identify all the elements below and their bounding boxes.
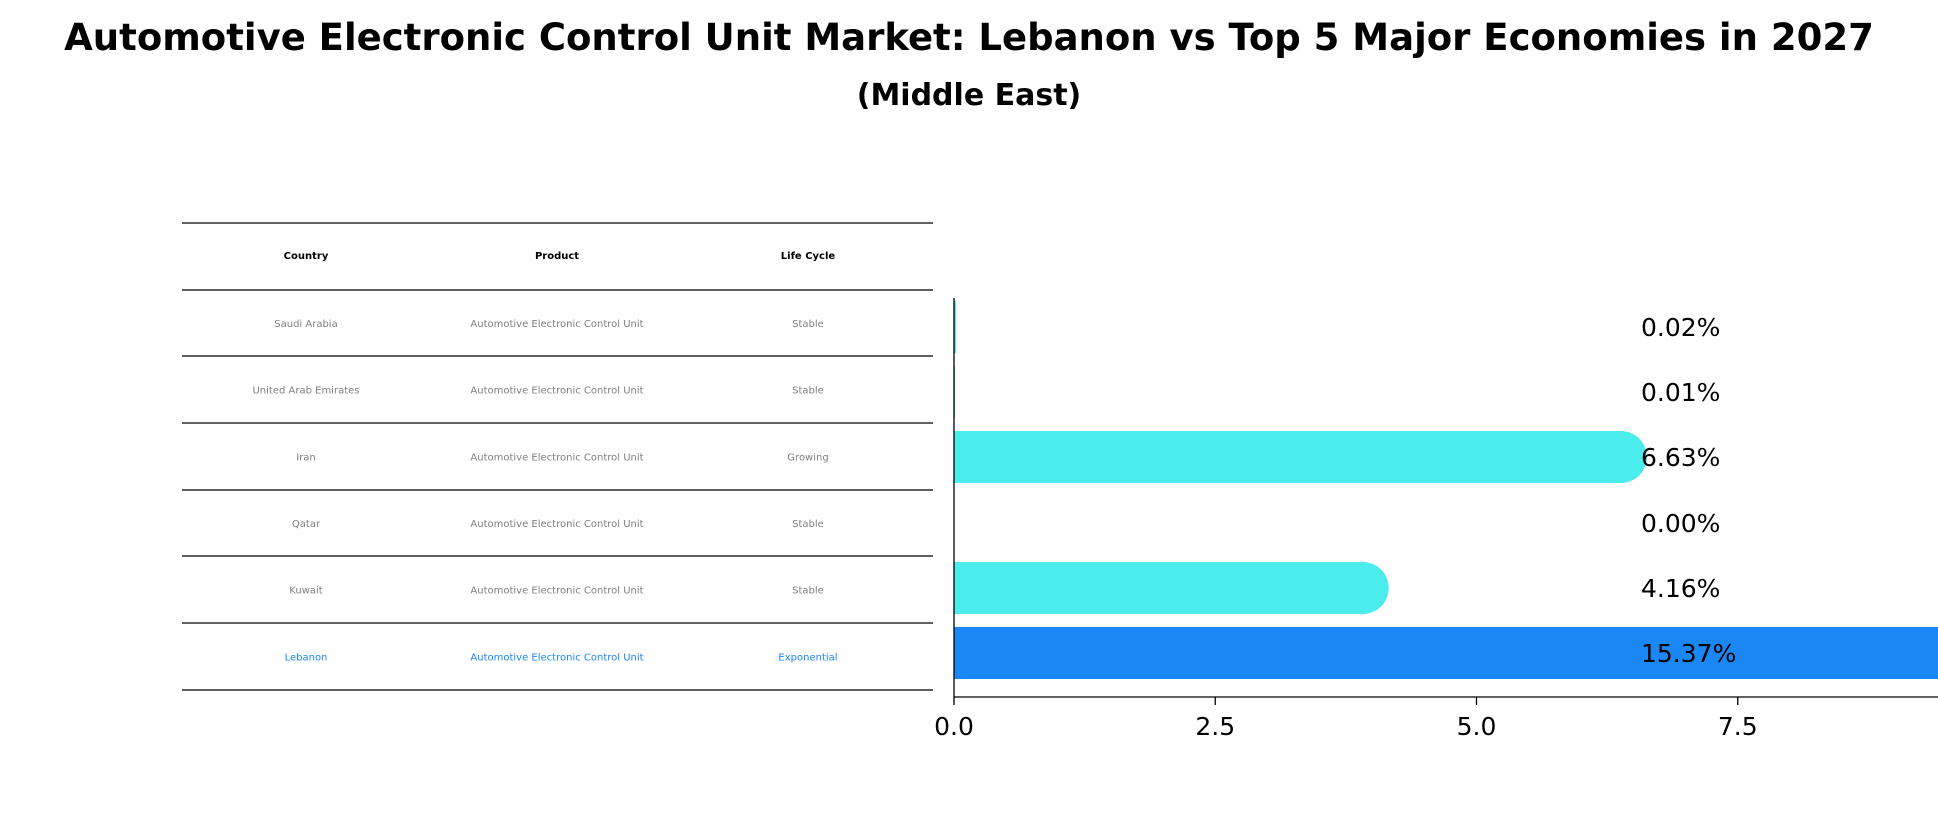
value-label-iran: 6.63% (1641, 443, 1720, 472)
table-cell-product: Automotive Electronic Control Unit (470, 586, 643, 597)
value-label-saudi-arabia: 0.02% (1641, 313, 1720, 342)
x-tick-label: 5.0 (1457, 712, 1497, 741)
table-cell-life-cycle: Exponential (778, 653, 837, 664)
table-cell-life-cycle: Stable (792, 319, 824, 330)
table-cell-country: United Arab Emirates (252, 386, 359, 397)
bar-body-saudi-arabia (954, 301, 957, 353)
bar-kuwait (954, 562, 1389, 614)
table-header-product: Product (535, 251, 579, 262)
value-label-united-arab-emirates: 0.01% (1641, 378, 1720, 407)
bar-lebanon (954, 627, 1938, 679)
table-header-country: Country (284, 251, 329, 262)
table-cell-life-cycle: Stable (792, 586, 824, 597)
table-cell-product: Automotive Electronic Control Unit (470, 519, 643, 530)
value-label-lebanon: 15.37% (1641, 639, 1736, 668)
bar-body-iran (954, 431, 1621, 483)
bar-body-lebanon (954, 627, 1938, 679)
table-cell-country: Iran (296, 453, 316, 464)
table-cell-country: Qatar (292, 519, 321, 530)
table-cell-country: Kuwait (289, 586, 322, 597)
table-cell-product: Automotive Electronic Control Unit (470, 453, 643, 464)
table-cell-country: Saudi Arabia (274, 319, 337, 330)
table-cell-product: Automotive Electronic Control Unit (470, 319, 643, 330)
table-cell-country: Lebanon (285, 653, 328, 664)
chart-title: Automotive Electronic Control Unit Marke… (64, 16, 1874, 59)
bar-cap-iran (1594, 431, 1647, 483)
table-cell-life-cycle: Growing (787, 453, 828, 464)
table-cell-life-cycle: Stable (792, 519, 824, 530)
bar-cap-kuwait (1336, 562, 1389, 614)
table-header-life-cycle: Life Cycle (781, 251, 836, 262)
value-label-qatar: 0.00% (1641, 509, 1720, 538)
table-cell-product: Automotive Electronic Control Unit (470, 653, 643, 664)
x-tick-label: 2.5 (1195, 712, 1235, 741)
bar-body-kuwait (954, 562, 1363, 614)
bar-iran (954, 431, 1647, 483)
x-tick-label: 0.0 (934, 712, 974, 741)
chart-subtitle: (Middle East) (856, 78, 1082, 113)
x-tick-label: 7.5 (1718, 712, 1758, 741)
bar-saudi-arabia (954, 301, 957, 353)
table-cell-product: Automotive Electronic Control Unit (470, 386, 643, 397)
value-label-kuwait: 4.16% (1641, 574, 1720, 603)
table-cell-life-cycle: Stable (792, 386, 824, 397)
